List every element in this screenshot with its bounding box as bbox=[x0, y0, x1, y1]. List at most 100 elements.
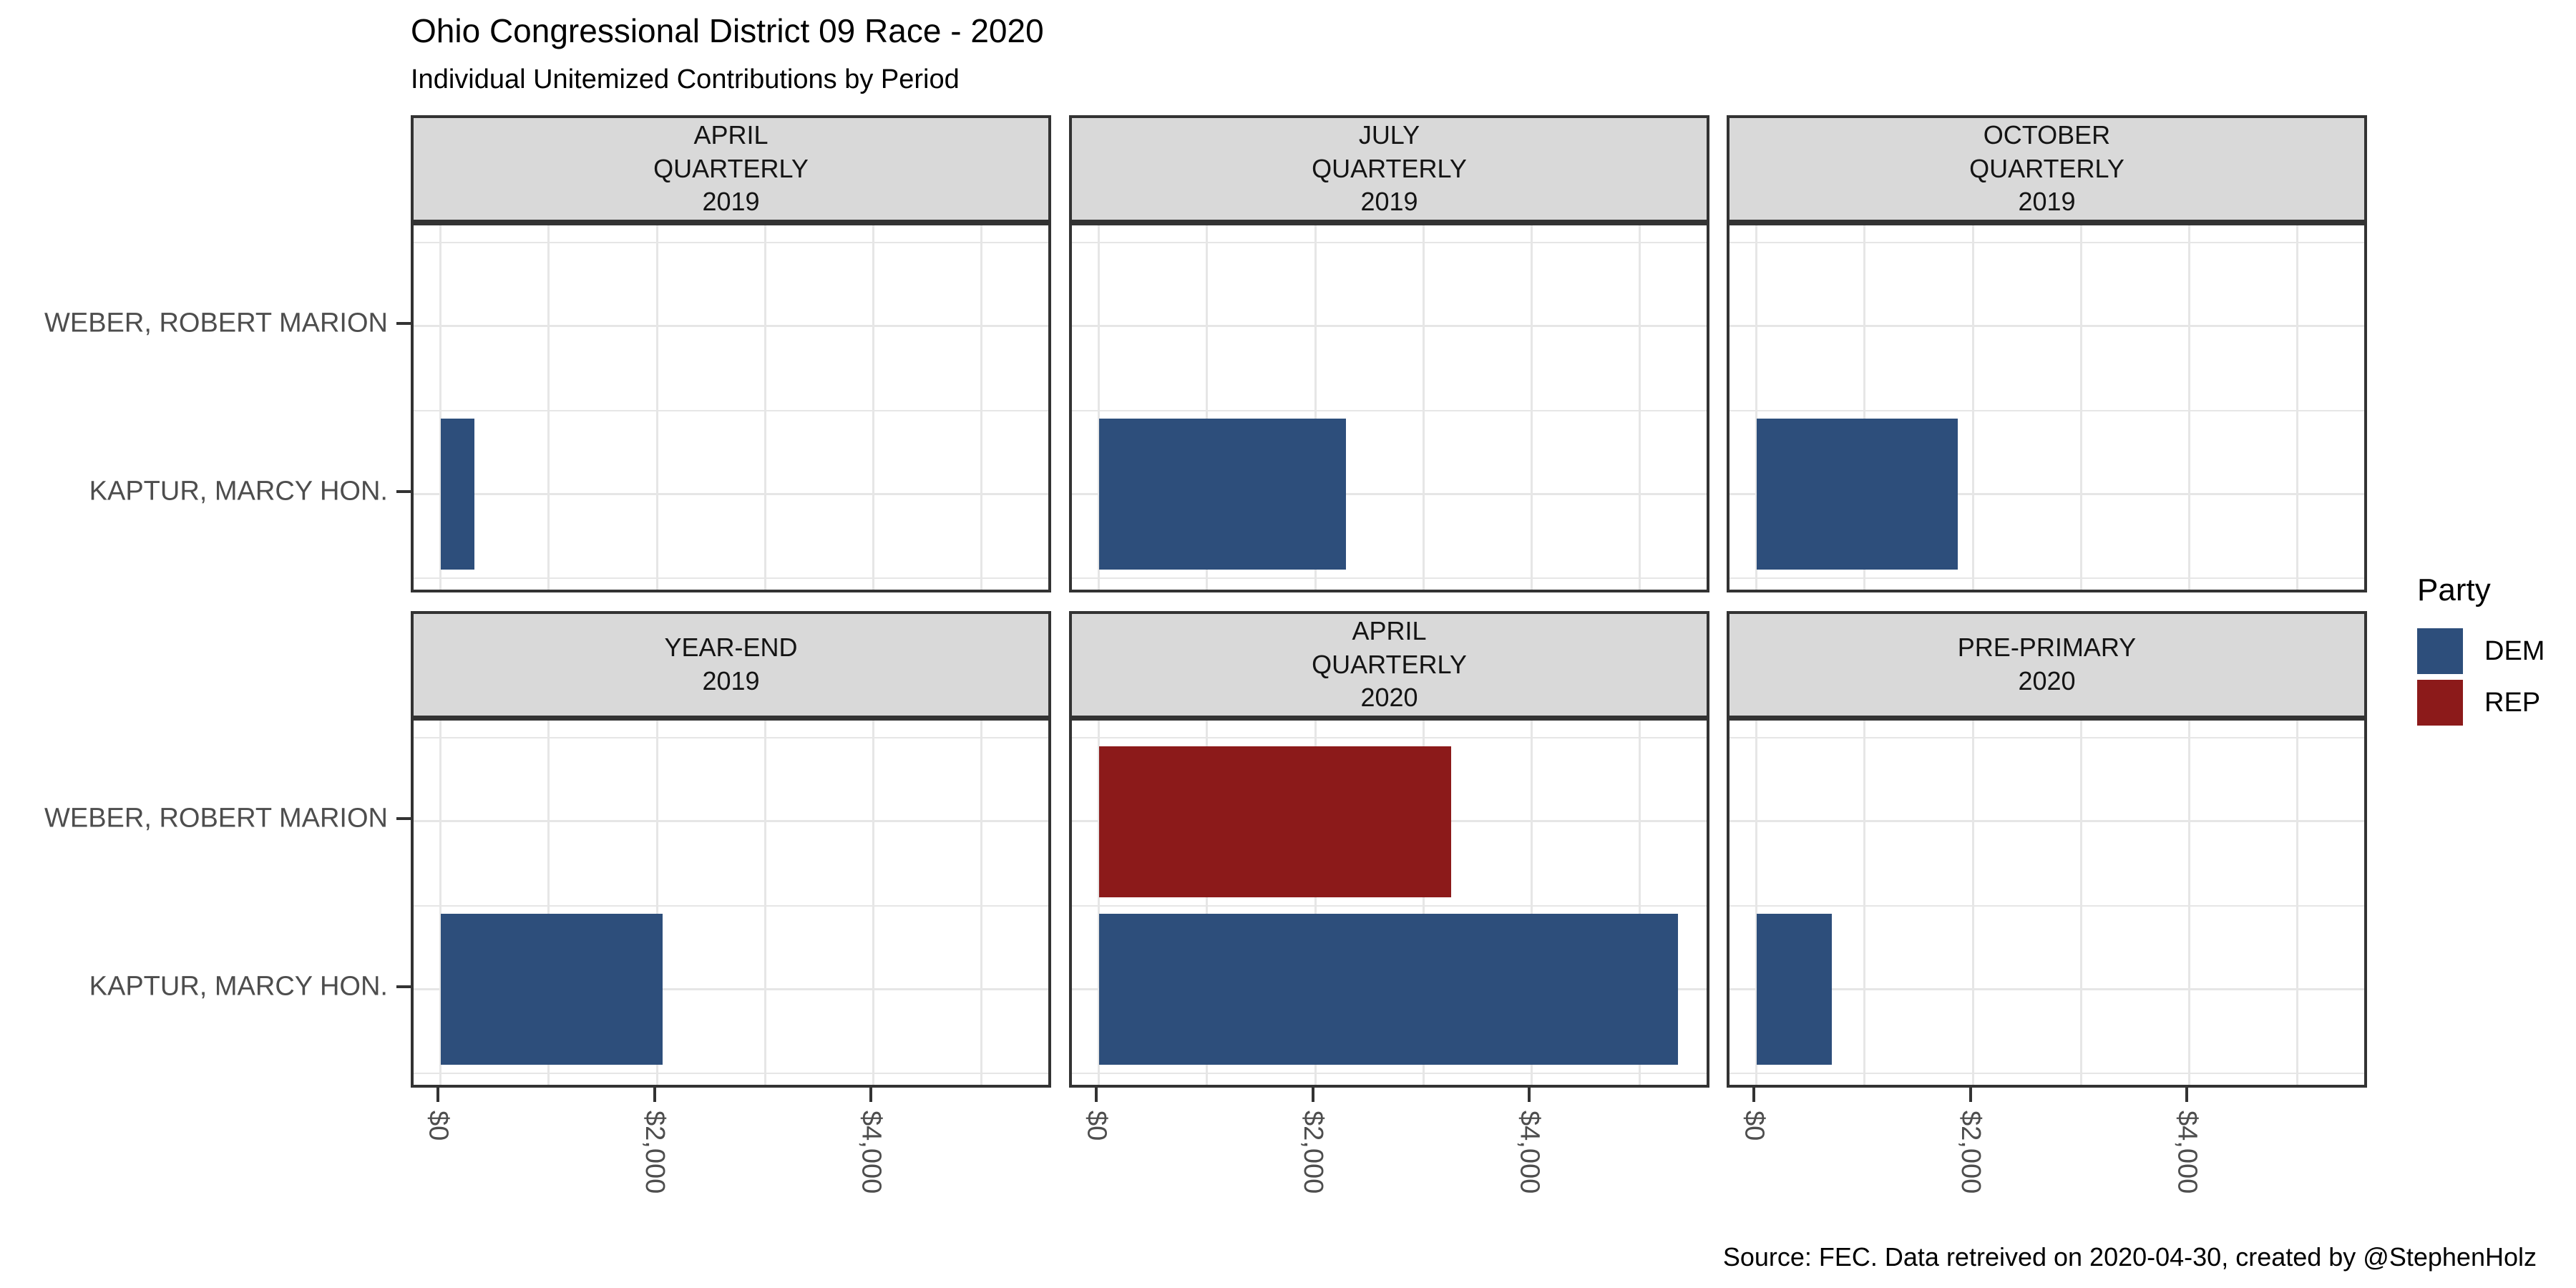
minor-gridline bbox=[547, 225, 550, 590]
y-axis-tick bbox=[396, 489, 411, 493]
bar-dem bbox=[441, 419, 474, 570]
facet-strip: PRE-PRIMARY 2020 bbox=[1727, 611, 2367, 718]
facet-panel bbox=[1069, 718, 1709, 1088]
minor-gridline bbox=[2296, 225, 2299, 590]
x-axis-tick bbox=[1528, 1088, 1531, 1102]
major-gridline bbox=[2188, 225, 2190, 590]
bar-dem bbox=[1099, 914, 1678, 1065]
y-axis-label: KAPTUR, MARCY HON. bbox=[89, 971, 388, 1002]
facet-panel bbox=[1727, 718, 2367, 1088]
minor-gridline bbox=[1206, 225, 1209, 590]
minor-gridline bbox=[1072, 1073, 1707, 1075]
major-gridline bbox=[414, 820, 1048, 823]
major-gridline bbox=[1729, 325, 2364, 328]
facet-strip: YEAR-END 2019 bbox=[411, 611, 1051, 718]
x-axis-tick-label: $4,000 bbox=[1514, 1111, 1545, 1194]
minor-gridline bbox=[1206, 721, 1209, 1085]
major-gridline bbox=[1098, 225, 1100, 590]
major-gridline bbox=[1531, 225, 1533, 590]
minor-gridline bbox=[414, 1073, 1048, 1075]
x-axis-tick bbox=[1311, 1088, 1314, 1102]
minor-gridline bbox=[1422, 225, 1425, 590]
facet-strip: APRIL QUARTERLY 2020 bbox=[1069, 611, 1709, 718]
major-gridline bbox=[2188, 721, 2190, 1085]
legend-item-label: REP bbox=[2484, 687, 2541, 718]
minor-gridline bbox=[1422, 721, 1425, 1085]
y-axis-tick bbox=[396, 817, 411, 821]
facet-panel bbox=[411, 223, 1051, 592]
major-gridline bbox=[439, 225, 441, 590]
minor-gridline bbox=[1729, 1073, 2364, 1075]
minor-gridline bbox=[547, 721, 550, 1085]
major-gridline bbox=[1729, 492, 2364, 495]
major-gridline bbox=[1314, 721, 1317, 1085]
legend-swatch-dem bbox=[2417, 628, 2463, 674]
minor-gridline bbox=[763, 721, 766, 1085]
minor-gridline bbox=[414, 409, 1048, 411]
minor-gridline bbox=[1729, 736, 2364, 738]
minor-gridline bbox=[1072, 577, 1707, 580]
minor-gridline bbox=[1072, 241, 1707, 243]
major-gridline bbox=[1072, 492, 1707, 495]
x-axis-tick bbox=[436, 1088, 439, 1102]
major-gridline bbox=[414, 987, 1048, 990]
plot-subtitle: Individual Unitemized Contributions by P… bbox=[411, 64, 960, 94]
x-axis-tick-label: $0 bbox=[423, 1111, 454, 1141]
minor-gridline bbox=[414, 736, 1048, 738]
major-gridline bbox=[1755, 721, 1757, 1085]
legend-item-dem: DEM bbox=[2406, 628, 2545, 674]
minor-gridline bbox=[2296, 721, 2299, 1085]
major-gridline bbox=[872, 721, 874, 1085]
legend-swatch-rep bbox=[2417, 680, 2463, 726]
y-axis-label: KAPTUR, MARCY HON. bbox=[89, 476, 388, 507]
legend-items: DEM REP bbox=[2406, 628, 2545, 726]
major-gridline bbox=[1729, 820, 2364, 823]
x-axis-tick-label: $0 bbox=[1081, 1111, 1112, 1141]
minor-gridline bbox=[1729, 904, 2364, 907]
x-axis-tick bbox=[869, 1088, 872, 1102]
minor-gridline bbox=[763, 225, 766, 590]
legend-item-rep: REP bbox=[2406, 680, 2545, 726]
legend-title: Party bbox=[2417, 572, 2491, 608]
minor-gridline bbox=[414, 904, 1048, 907]
minor-gridline bbox=[1863, 225, 1866, 590]
major-gridline bbox=[1314, 225, 1317, 590]
bar-dem bbox=[1099, 419, 1346, 570]
minor-gridline bbox=[414, 577, 1048, 580]
legend: Party DEM REP bbox=[2406, 572, 2545, 731]
y-axis-tick bbox=[396, 985, 411, 988]
x-axis-tick-label: $2,000 bbox=[1956, 1111, 1986, 1194]
x-axis-tick-label: $4,000 bbox=[856, 1111, 887, 1194]
x-axis-tick bbox=[1968, 1088, 1972, 1102]
major-gridline bbox=[414, 492, 1048, 495]
legend-item-label: DEM bbox=[2484, 635, 2545, 666]
plot-title: Ohio Congressional District 09 Race - 20… bbox=[411, 12, 1044, 49]
major-gridline bbox=[655, 721, 658, 1085]
major-gridline bbox=[1072, 325, 1707, 328]
minor-gridline bbox=[1729, 409, 2364, 411]
major-gridline bbox=[414, 325, 1048, 328]
x-axis-tick-label: $0 bbox=[1739, 1111, 1770, 1141]
facet-panel bbox=[411, 718, 1051, 1088]
x-axis-tick bbox=[1752, 1088, 1755, 1102]
minor-gridline bbox=[414, 241, 1048, 243]
major-gridline bbox=[1531, 721, 1533, 1085]
minor-gridline bbox=[1639, 225, 1641, 590]
x-axis-tick-label: $2,000 bbox=[640, 1111, 670, 1194]
minor-gridline bbox=[1729, 577, 2364, 580]
y-axis-label: WEBER, ROBERT MARION bbox=[44, 803, 388, 834]
major-gridline bbox=[1971, 721, 1974, 1085]
bar-dem bbox=[1757, 914, 1832, 1065]
x-axis-tick-label: $2,000 bbox=[1298, 1111, 1328, 1194]
minor-gridline bbox=[2079, 721, 2082, 1085]
x-axis-tick bbox=[1095, 1088, 1098, 1102]
y-axis-label: WEBER, ROBERT MARION bbox=[44, 308, 388, 338]
minor-gridline bbox=[980, 225, 983, 590]
major-gridline bbox=[655, 225, 658, 590]
minor-gridline bbox=[1639, 721, 1641, 1085]
x-axis-tick bbox=[2185, 1088, 2188, 1102]
plot-caption: Source: FEC. Data retreived on 2020-04-3… bbox=[1722, 1242, 2537, 1272]
minor-gridline bbox=[1072, 904, 1707, 907]
facet-strip: JULY QUARTERLY 2019 bbox=[1069, 115, 1709, 223]
minor-gridline bbox=[2079, 225, 2082, 590]
